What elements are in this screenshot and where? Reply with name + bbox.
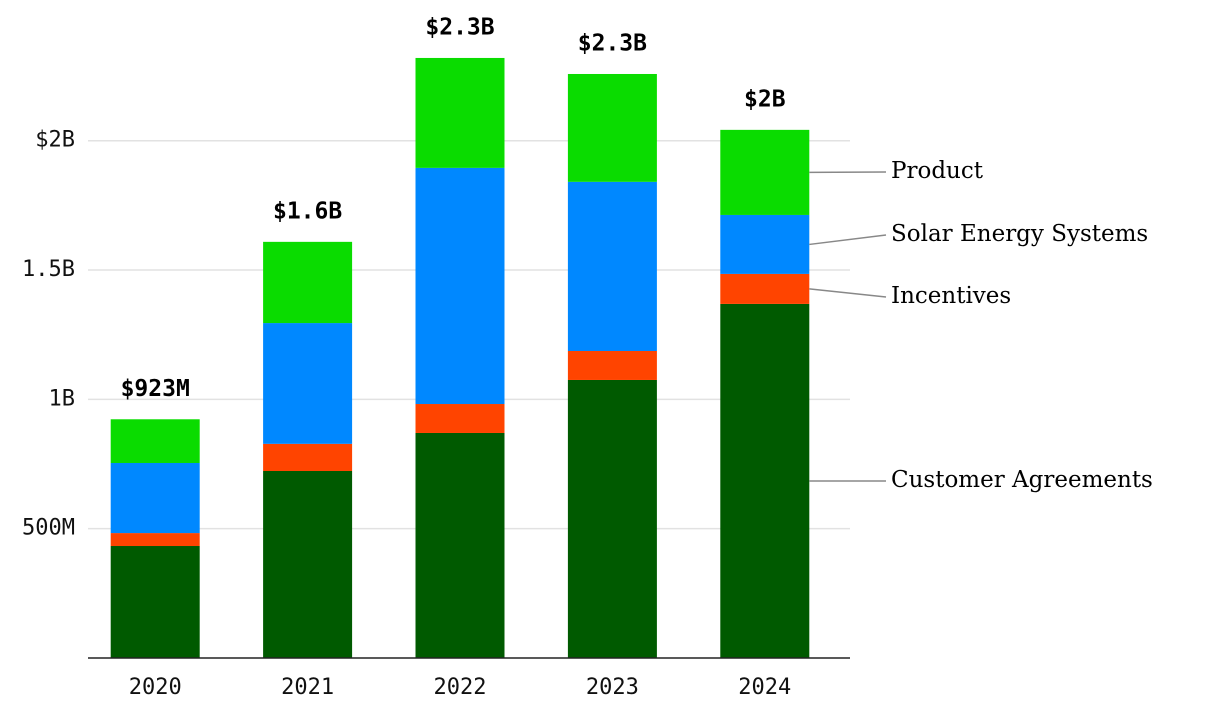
bar-segment [567, 73, 657, 182]
bar-segment [567, 379, 657, 658]
total-label: $1.6B [273, 198, 342, 224]
bar-segment [415, 404, 505, 433]
x-tick-label: 2021 [281, 675, 334, 700]
legend-leader [809, 234, 887, 246]
y-tick-label: 500M [22, 516, 75, 541]
bar-segment [720, 273, 810, 304]
total-label: $2B [744, 86, 786, 112]
total-label: $923M [121, 376, 190, 402]
bar-segment [415, 432, 505, 658]
y-tick-label: $2B [35, 128, 75, 153]
bar-segment [415, 167, 505, 405]
legend-leader [809, 288, 887, 298]
bar-segment [110, 546, 200, 658]
y-tick-label: 1.5B [22, 257, 75, 282]
x-tick-label: 2024 [738, 675, 791, 700]
bar-segment [415, 57, 505, 168]
bar-segment [110, 462, 200, 534]
bar-segment [567, 350, 657, 380]
x-tick-label: 2023 [586, 675, 639, 700]
bar-segment [567, 181, 657, 351]
bar-segment [263, 471, 353, 658]
bar-segment [720, 303, 810, 658]
total-label: $2.3B [578, 30, 647, 56]
x-tick-label: 2020 [129, 675, 182, 700]
bar-segment [110, 533, 200, 547]
bar-segment [720, 129, 810, 215]
bar-segment [263, 241, 353, 324]
legend-label: Customer Agreements [891, 467, 1153, 493]
bar-segment [110, 419, 200, 463]
total-label: $2.3B [425, 14, 494, 40]
bar-segment [263, 323, 353, 444]
legend-label: Solar Energy Systems [891, 221, 1148, 247]
legend-label: Product [891, 158, 984, 184]
bar-segment [263, 443, 353, 472]
x-tick-label: 2022 [434, 675, 487, 700]
legend-label: Incentives [891, 283, 1011, 309]
y-tick-label: 1B [49, 386, 76, 411]
bar-segment [720, 214, 810, 274]
